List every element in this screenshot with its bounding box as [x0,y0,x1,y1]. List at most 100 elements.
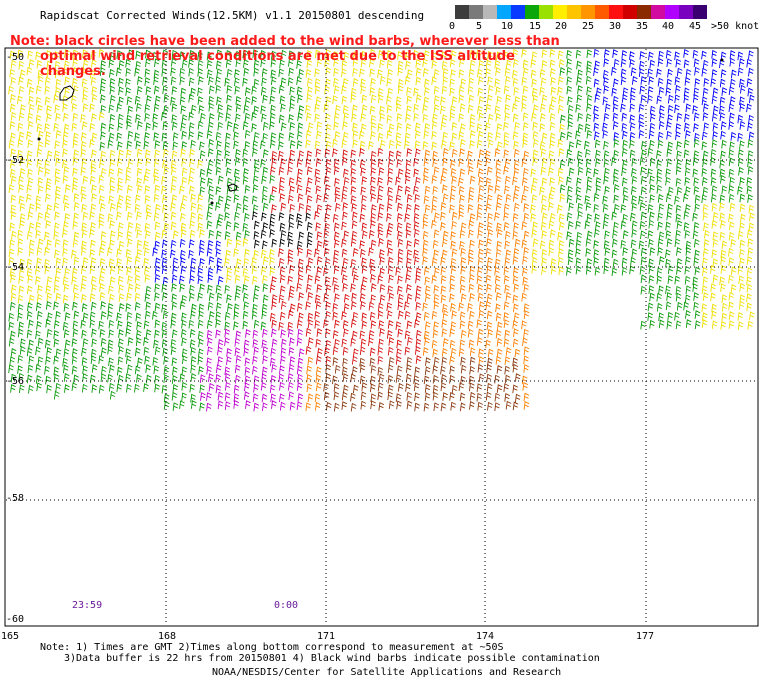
wind-barb [424,337,430,346]
wind-barb [289,285,295,295]
wind-barb [44,258,50,268]
wind-barb [207,267,214,277]
wind-barb [387,87,394,97]
lon-label: 177 [636,631,655,642]
wind-barb [225,249,232,259]
wind-barb [685,186,691,195]
wind-barb [62,276,69,286]
wind-barb [242,320,249,330]
wind-barb [549,59,556,69]
wind-barb [523,246,530,256]
wind-barb [728,168,735,178]
wind-barb [206,365,213,375]
wind-barb [377,275,384,284]
wind-barb [359,293,366,302]
wind-barb [197,330,204,340]
wind-barb [53,320,60,329]
wind-barb [135,194,141,204]
wind-barb [638,129,645,139]
wind-barb [449,58,456,68]
wind-barb [252,49,259,58]
wind-barb [730,69,737,79]
wind-barb [567,96,573,106]
wind-barb [180,257,186,266]
wind-barb [720,219,726,229]
wind-barb [54,86,61,96]
wind-barb [28,86,35,96]
wind-barb [433,104,440,113]
wind-barb [478,59,485,69]
wind-barb [118,240,125,250]
wind-barb [360,338,367,348]
wind-barb [477,203,483,213]
wind-barb [89,311,96,321]
wind-barb [287,77,294,86]
wind-barb [514,185,520,195]
wind-barb [719,96,726,106]
wind-barb [586,49,593,58]
wind-barb [440,382,447,391]
wind-barb [531,112,537,122]
wind-barb [235,231,242,241]
wind-barb [378,203,385,213]
wind-barb [468,229,474,239]
wind-barb [279,401,286,411]
wind-barb [467,204,474,213]
wind-barb [343,176,350,186]
wind-barb [296,76,302,85]
wind-barb [432,374,439,384]
legend-label: 45 [689,21,702,32]
wind-barb [522,276,529,286]
wind-barb [503,221,510,231]
wind-barb [197,275,204,284]
wind-barb [431,257,438,267]
wind-barb [720,69,727,78]
wind-barb [342,346,349,356]
wind-barb [513,328,519,337]
wind-barb [315,374,322,384]
wind-barb [414,402,420,412]
wind-barb [154,231,161,241]
wind-barb [595,87,602,97]
wind-barb [260,158,266,168]
wind-barb [251,265,258,275]
wind-barb [351,366,358,375]
wind-barb [90,257,97,266]
wind-barb [189,185,195,195]
wind-barb [495,355,502,365]
wind-barb [325,204,332,213]
wind-barb [422,58,429,68]
wind-barb [305,104,311,114]
legend-swatch [553,5,567,19]
wind-barb [288,177,295,186]
wind-barb [737,149,744,158]
wind-barb [233,321,239,330]
wind-barb [244,212,250,222]
wind-barb [72,77,78,87]
wind-barb [577,210,584,220]
wind-barb [369,383,376,393]
wind-barb [746,302,753,312]
wind-barb [154,221,161,231]
wind-barb [125,202,132,212]
wind-barb [513,202,520,212]
wind-barb [116,257,123,267]
wind-barb [720,150,726,160]
wind-barb [549,186,556,196]
wind-barb [647,94,653,104]
wind-barb [711,139,718,148]
wind-barb [80,140,87,150]
wind-barb [395,176,401,186]
wind-barb [305,212,312,222]
wind-barb [298,348,305,357]
wind-barb [665,230,672,239]
wind-barb [172,384,179,393]
wind-barb [540,148,547,157]
wind-barb [469,175,476,185]
wind-barb [188,111,195,121]
wind-barb [260,229,267,239]
wind-barb [424,204,431,214]
wind-barb [676,266,682,275]
wind-barb [91,113,97,122]
wind-barb [370,150,377,160]
